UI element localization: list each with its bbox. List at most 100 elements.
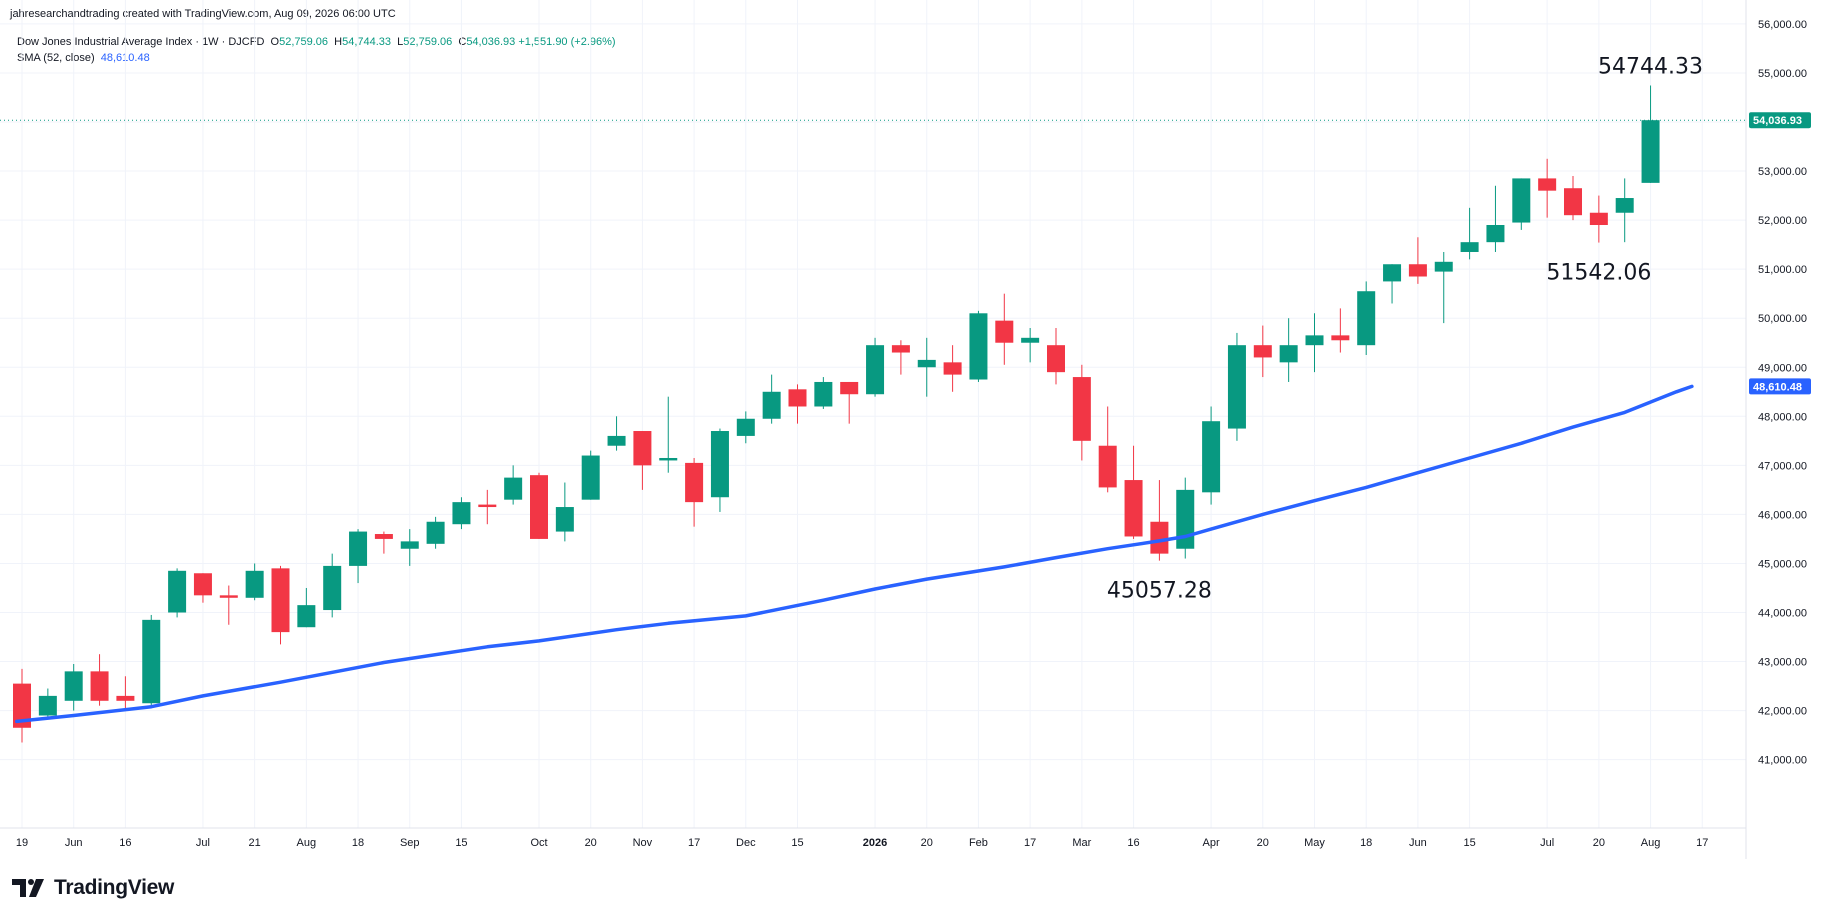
candle bbox=[142, 614, 161, 709]
price-annotation: 51542.06 bbox=[1546, 261, 1651, 286]
x-tick-label: 15 bbox=[1463, 837, 1475, 849]
x-tick-label: Jun bbox=[1409, 837, 1427, 849]
candle-body bbox=[1331, 335, 1350, 341]
sma-layer bbox=[15, 384, 1694, 724]
candle bbox=[1150, 480, 1169, 561]
candle-body bbox=[1047, 345, 1065, 373]
candle bbox=[969, 310, 988, 382]
candle bbox=[400, 529, 419, 566]
candle bbox=[581, 450, 600, 500]
x-tick-label: 17 bbox=[688, 837, 700, 849]
candle-body bbox=[814, 381, 833, 407]
candle bbox=[995, 293, 1014, 365]
x-tick-label: 15 bbox=[791, 837, 803, 849]
candle bbox=[38, 688, 57, 718]
candle bbox=[917, 337, 936, 397]
candle-body bbox=[452, 502, 471, 525]
candle bbox=[1408, 237, 1427, 284]
candle bbox=[659, 396, 678, 473]
candle-body bbox=[659, 457, 678, 461]
candle bbox=[504, 465, 523, 505]
x-tick-label: Feb bbox=[969, 837, 988, 849]
y-tick-label: 45,000.00 bbox=[1758, 558, 1807, 570]
tradingview-brand[interactable]: TradingView bbox=[12, 876, 174, 900]
candle-body bbox=[1589, 212, 1608, 226]
candle bbox=[297, 587, 316, 628]
y-tick-label: 56,000.00 bbox=[1758, 19, 1807, 31]
candle-body bbox=[1486, 225, 1505, 243]
candle-body bbox=[995, 320, 1014, 343]
candle bbox=[90, 654, 109, 706]
candle bbox=[1305, 313, 1324, 373]
candle-body bbox=[142, 619, 161, 704]
candle-body bbox=[13, 683, 31, 728]
candle bbox=[1512, 178, 1531, 230]
candle-body bbox=[1538, 178, 1557, 191]
x-tick-label: May bbox=[1304, 837, 1325, 849]
price-annotation: 54744.33 bbox=[1598, 54, 1703, 79]
x-tick-label: Jul bbox=[1540, 837, 1554, 849]
candle-body bbox=[1564, 188, 1582, 216]
x-tick-label: Mar bbox=[1072, 837, 1091, 849]
x-tick-label: 20 bbox=[921, 837, 933, 849]
y-tick-label: 55,000.00 bbox=[1758, 68, 1807, 80]
candle bbox=[736, 411, 755, 444]
candle-body bbox=[736, 418, 755, 436]
x-tick-label: 18 bbox=[352, 837, 364, 849]
y-tick-label: 53,000.00 bbox=[1758, 166, 1807, 178]
candle bbox=[710, 428, 729, 512]
candle-body bbox=[400, 541, 419, 549]
candle-body bbox=[866, 345, 885, 395]
candle-body bbox=[581, 455, 600, 500]
x-tick-label: Jun bbox=[65, 837, 83, 849]
candle bbox=[1331, 308, 1350, 353]
y-tick-label: 52,000.00 bbox=[1758, 215, 1807, 227]
indicator-label: SMA (52, close) bbox=[17, 52, 95, 64]
candle-body bbox=[969, 313, 988, 380]
candle bbox=[814, 377, 833, 409]
y-tick-label: 43,000.00 bbox=[1758, 657, 1807, 669]
candle bbox=[64, 664, 83, 711]
ohlc-change: +1,551.90 (+2.96%) bbox=[518, 36, 616, 48]
x-tick-label: Jul bbox=[196, 837, 210, 849]
candle bbox=[1072, 364, 1091, 461]
candle bbox=[943, 345, 962, 392]
candle-body bbox=[245, 570, 264, 598]
candle bbox=[1383, 264, 1402, 304]
ohlc-close: C54,036.93 bbox=[458, 36, 516, 48]
x-tick-label: Apr bbox=[1203, 837, 1220, 849]
candle-body bbox=[555, 507, 574, 532]
y-tick-label: 51,000.00 bbox=[1758, 264, 1807, 276]
tradingview-logo-icon bbox=[12, 879, 44, 897]
y-tick-label: 44,000.00 bbox=[1758, 608, 1807, 620]
candle-body bbox=[168, 570, 187, 613]
y-tick-label: 50,000.00 bbox=[1758, 313, 1807, 325]
candle bbox=[1202, 406, 1221, 505]
candle-body bbox=[1176, 489, 1195, 549]
candle-body bbox=[1253, 345, 1272, 358]
price-annotation: 45057.28 bbox=[1107, 579, 1212, 604]
candle-body bbox=[90, 671, 109, 701]
candle-body bbox=[1021, 337, 1040, 343]
candle-body bbox=[297, 605, 316, 628]
candle bbox=[840, 381, 859, 424]
candle-body bbox=[1279, 345, 1298, 363]
x-tick-label: 2026 bbox=[863, 837, 887, 849]
candle bbox=[685, 457, 704, 527]
candle bbox=[530, 472, 548, 539]
candle bbox=[1357, 281, 1376, 355]
sma-line bbox=[15, 384, 1694, 724]
candle bbox=[1227, 332, 1246, 441]
candle-body bbox=[633, 431, 652, 466]
x-tick-label: 16 bbox=[119, 837, 131, 849]
x-tick-label: Dec bbox=[736, 837, 756, 849]
candle bbox=[1047, 328, 1065, 385]
candle bbox=[1589, 195, 1608, 243]
x-tick-label: Sep bbox=[400, 837, 420, 849]
candle-body bbox=[1383, 264, 1402, 282]
candle-body bbox=[1305, 335, 1324, 346]
candle-body bbox=[271, 568, 290, 633]
candle bbox=[1021, 328, 1040, 363]
y-tick-label: 42,000.00 bbox=[1758, 706, 1807, 718]
